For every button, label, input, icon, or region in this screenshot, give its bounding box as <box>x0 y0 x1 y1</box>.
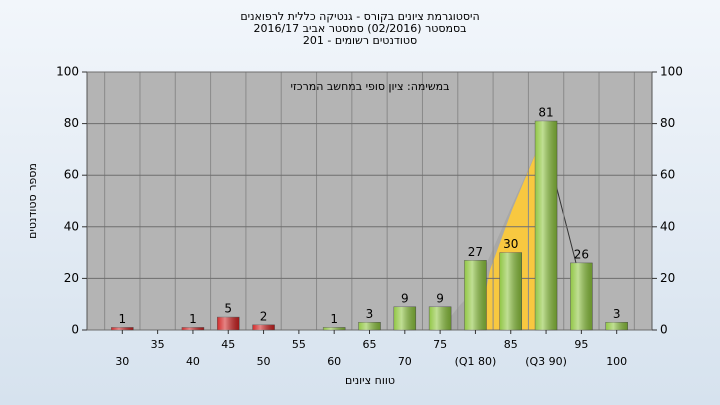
bar-shade <box>605 322 628 330</box>
bar-shade <box>111 327 134 330</box>
data-label: 27 <box>468 245 483 259</box>
y2-tick-label: 100 <box>660 65 683 79</box>
bar-shade <box>252 324 275 330</box>
x-tick-label: 45 <box>221 338 235 351</box>
x-tick-label: 60 <box>327 355 341 368</box>
y-tick-label: 0 <box>71 323 79 337</box>
x-tick-label: 70 <box>398 355 412 368</box>
y-tick-label: 60 <box>64 168 79 182</box>
bar-shade <box>535 121 558 331</box>
data-label: 1 <box>189 312 197 326</box>
chart-subtitle: בסמסטר (02/2016) סמסטר אביב 2016/17 <box>253 22 466 35</box>
y-axis-label: מספר סטודנטים <box>26 163 39 239</box>
data-label: 9 <box>401 291 409 305</box>
bar-shade <box>181 327 204 330</box>
annotation: במשימה: ציון סופי במחשב המרכזי <box>290 80 449 93</box>
bar-shade <box>570 262 593 330</box>
x-tick-label: 35 <box>151 338 165 351</box>
x-tick-label: 30 <box>115 355 129 368</box>
data-label: 3 <box>613 307 621 321</box>
plot-area <box>86 71 653 331</box>
y-tick-label: 80 <box>64 116 79 130</box>
x-tick-label: (Q3 90) <box>525 355 567 368</box>
data-label: 5 <box>224 302 232 316</box>
x-tick-label: 50 <box>257 355 271 368</box>
x-tick-label: 65 <box>363 338 377 351</box>
data-label: 1 <box>330 312 338 326</box>
bar-shade <box>499 252 522 330</box>
data-label: 9 <box>436 291 444 305</box>
y2-tick-label: 80 <box>660 116 675 130</box>
data-label: 26 <box>574 247 589 261</box>
bar-shade <box>393 306 416 330</box>
chart-subtitle: סטודנטים רשומים - 201 <box>303 34 417 47</box>
chart-title: היסטוגרמת ציונים בקורס - גנטיקה כללית לר… <box>240 10 479 23</box>
x-tick-label: 85 <box>504 338 518 351</box>
data-label: 3 <box>366 307 374 321</box>
bar-shade <box>464 260 487 330</box>
x-tick-label: (Q1 80) <box>455 355 497 368</box>
quartile-area <box>478 143 548 330</box>
y-tick-label: 40 <box>64 219 79 233</box>
data-label: 2 <box>260 309 268 323</box>
y2-tick-label: 20 <box>660 271 675 285</box>
x-tick-label: 95 <box>574 338 588 351</box>
x-tick-label: 100 <box>606 355 627 368</box>
data-label: 81 <box>538 106 553 120</box>
x-tick-label: 55 <box>292 338 306 351</box>
data-label: 30 <box>503 237 518 251</box>
y-tick-label: 100 <box>56 65 79 79</box>
bar-shade <box>217 317 240 330</box>
y2-tick-label: 40 <box>660 219 675 233</box>
y-tick-label: 20 <box>64 271 79 285</box>
x-tick-label: 75 <box>433 338 447 351</box>
y2-tick-label: 0 <box>660 323 668 337</box>
x-tick-label: 40 <box>186 355 200 368</box>
x-axis-label: טווח ציונים <box>345 374 395 387</box>
bar-shade <box>358 322 381 330</box>
data-label: 1 <box>118 312 126 326</box>
bar-shade <box>323 327 346 330</box>
y2-tick-label: 60 <box>660 168 675 182</box>
bar-shade <box>429 306 452 330</box>
